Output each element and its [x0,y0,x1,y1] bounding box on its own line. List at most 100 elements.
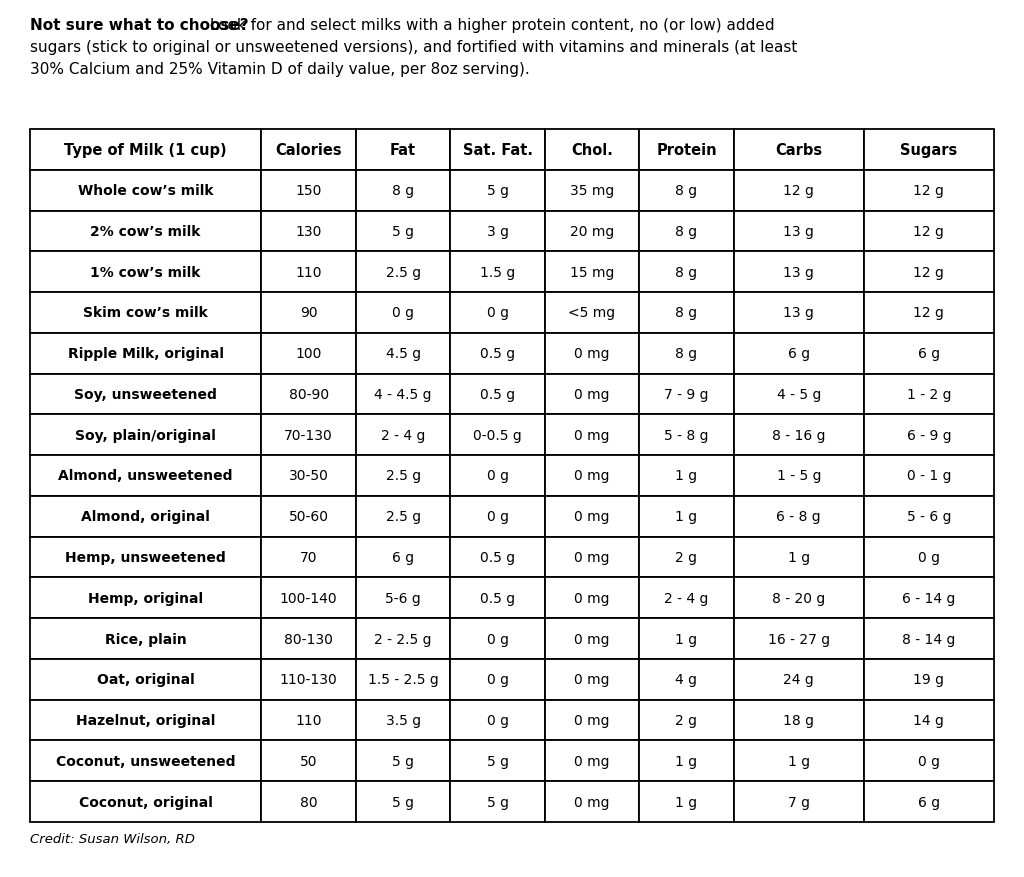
Bar [734,252,864,293]
Text: 4 - 5 g: 4 - 5 g [776,388,821,402]
Text: 5 g: 5 g [392,795,414,809]
Bar [734,618,864,660]
Bar [261,415,355,455]
Bar [545,374,639,415]
Bar [864,252,994,293]
Bar [864,455,994,496]
Text: 0 mg: 0 mg [574,631,609,645]
Bar [864,578,994,618]
Bar [545,455,639,496]
Text: Almond, original: Almond, original [81,510,210,524]
Bar [545,293,639,333]
Text: 2 g: 2 g [676,713,697,727]
Bar [734,211,864,252]
Text: Soy, plain/original: Soy, plain/original [75,428,216,442]
Text: 0 g: 0 g [486,673,509,687]
Bar [30,333,261,374]
Text: Calories: Calories [275,143,342,158]
Bar [734,578,864,618]
Bar [545,130,639,170]
Bar [545,740,639,781]
Bar [355,130,451,170]
Bar [864,496,994,537]
Text: 6 - 8 g: 6 - 8 g [776,510,821,524]
Text: 110-130: 110-130 [280,673,338,687]
Text: 0 g: 0 g [918,754,940,768]
Text: 0 mg: 0 mg [574,754,609,768]
Bar [451,537,545,578]
Text: 5-6 g: 5-6 g [385,591,421,605]
Text: Fat: Fat [390,143,416,158]
Bar [734,170,864,211]
Text: 1.5 g: 1.5 g [480,266,515,280]
Text: 8 g: 8 g [392,184,414,198]
Text: 0 g: 0 g [918,551,940,565]
Text: 1 g: 1 g [676,795,697,809]
Text: 0 g: 0 g [486,469,509,483]
Text: Hemp, unsweetened: Hemp, unsweetened [66,551,226,565]
Bar [30,130,261,170]
Text: 8 g: 8 g [676,184,697,198]
Bar [864,374,994,415]
Text: 0 - 1 g: 0 - 1 g [906,469,951,483]
Bar [30,537,261,578]
Bar [451,618,545,660]
Bar [261,537,355,578]
Bar [864,700,994,740]
Text: Oat, original: Oat, original [97,673,195,687]
Bar [261,170,355,211]
Text: 6 g: 6 g [918,346,940,360]
Bar [355,700,451,740]
Bar [734,293,864,333]
Text: 2 - 2.5 g: 2 - 2.5 g [375,631,432,645]
Bar [30,618,261,660]
Text: 100: 100 [295,346,322,360]
Text: 0 g: 0 g [486,713,509,727]
Text: 0 mg: 0 mg [574,469,609,483]
Bar [261,740,355,781]
Bar [451,496,545,537]
Text: 2 - 4 g: 2 - 4 g [665,591,709,605]
Bar [545,333,639,374]
Bar [451,293,545,333]
Text: 110: 110 [295,266,322,280]
Text: 5 g: 5 g [486,184,509,198]
Bar [261,130,355,170]
Text: 1 g: 1 g [787,551,810,565]
Text: 1 - 2 g: 1 - 2 g [906,388,951,402]
Bar [734,374,864,415]
Text: 0 mg: 0 mg [574,551,609,565]
Bar [355,537,451,578]
Text: 12 g: 12 g [783,184,814,198]
Text: 1 - 5 g: 1 - 5 g [776,469,821,483]
Text: 30-50: 30-50 [289,469,329,483]
Bar [451,740,545,781]
Bar [261,618,355,660]
Text: 5 g: 5 g [392,225,414,239]
Text: Sat. Fat.: Sat. Fat. [463,143,532,158]
Text: 2 - 4 g: 2 - 4 g [381,428,425,442]
Text: 20 mg: 20 mg [570,225,614,239]
Text: Not sure what to choose?: Not sure what to choose? [30,18,249,33]
Bar [864,170,994,211]
Text: 6 g: 6 g [787,346,810,360]
Bar [355,618,451,660]
Text: 14 g: 14 g [913,713,944,727]
Text: 2.5 g: 2.5 g [385,510,421,524]
Text: 0 mg: 0 mg [574,713,609,727]
Text: 0 mg: 0 mg [574,510,609,524]
Bar [545,170,639,211]
Text: 13 g: 13 g [783,225,814,239]
Bar [734,415,864,455]
Text: Soy, unsweetened: Soy, unsweetened [75,388,217,402]
Text: 150: 150 [295,184,322,198]
Text: 2.5 g: 2.5 g [385,266,421,280]
Text: Sugars: Sugars [900,143,957,158]
Bar [261,496,355,537]
Bar [639,170,734,211]
Text: 70: 70 [300,551,317,565]
Bar [864,781,994,822]
Bar [355,415,451,455]
Bar [30,660,261,700]
Text: Coconut, unsweetened: Coconut, unsweetened [56,754,236,768]
